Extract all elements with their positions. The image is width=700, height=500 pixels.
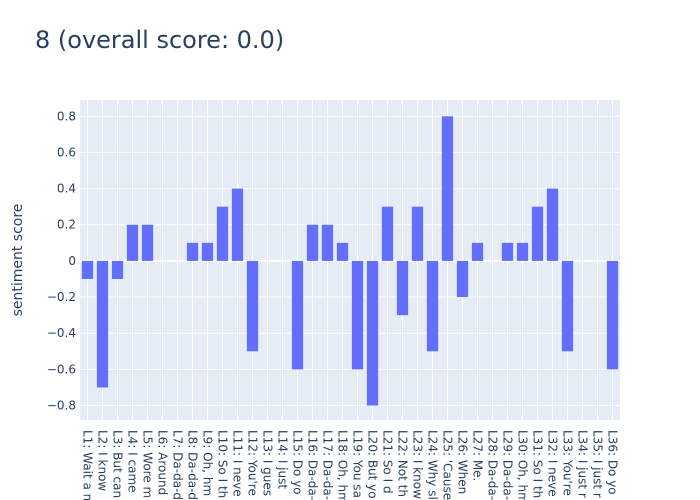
bar <box>606 260 619 370</box>
x-tick-label: L29: Da-da- <box>501 430 515 500</box>
x-tick-label: L9: Oh, hm <box>201 430 215 496</box>
x-tick-label: L11: I neve <box>231 430 245 497</box>
bar <box>441 116 454 261</box>
bar <box>411 206 424 261</box>
bar <box>111 260 124 279</box>
x-tick-label: L24: Why sl <box>426 430 440 500</box>
bar <box>471 242 484 261</box>
bar <box>546 188 559 261</box>
x-tick-label: L13: I gues <box>261 430 275 496</box>
x-tick-label: L10: So I th <box>216 430 230 498</box>
bar <box>501 242 514 261</box>
y-tick-label: −0.2 <box>47 290 76 304</box>
bar <box>291 260 304 370</box>
x-tick-label: L33: You're <box>561 430 575 496</box>
x-tick-label: L6: Around <box>156 430 170 495</box>
bar <box>321 224 334 261</box>
bars <box>81 116 619 406</box>
bar <box>366 260 379 406</box>
x-tick-label: L21: So I d <box>381 430 395 494</box>
y-tick-label: −0.6 <box>47 362 76 376</box>
bar <box>351 260 364 370</box>
bar <box>201 242 214 261</box>
bar <box>396 260 409 316</box>
x-tick-label: L5: Wore m <box>141 430 155 498</box>
bar <box>516 242 529 261</box>
y-tick-label: 0.8 <box>57 109 76 123</box>
x-tick-label: L19: You sa <box>351 430 365 498</box>
bar <box>81 260 94 279</box>
bar <box>96 260 109 388</box>
x-tick-label: L35: I just r <box>591 430 605 498</box>
chart-title: 8 (overall score: 0.0) <box>35 26 285 54</box>
x-tick-label: L16: Da-da- <box>306 430 320 500</box>
x-tick-label: L4: I came <box>126 430 140 493</box>
x-tick-label: L15: Do yo <box>291 430 305 495</box>
bar <box>381 206 394 261</box>
y-tick-label: 0.2 <box>57 218 76 232</box>
y-axis-label: sentiment score <box>10 204 26 317</box>
bar <box>426 260 439 352</box>
x-tick-label: L30: Oh, hm <box>516 430 530 500</box>
x-tick-label: L26: When <box>456 430 470 494</box>
x-tick-label: L23: I know <box>411 430 425 499</box>
x-tick-label: L28: Da-da- <box>486 430 500 500</box>
bar <box>336 242 349 261</box>
bar <box>141 224 154 261</box>
x-tick-label: L34: I just r <box>576 430 590 498</box>
bar <box>186 242 199 261</box>
x-tick-label: L36: Do yo <box>606 430 620 495</box>
y-tick-label: −0.4 <box>47 326 76 340</box>
y-tick-label: 0.6 <box>57 145 76 159</box>
x-tick-label: L25: 'Cause <box>441 430 455 500</box>
x-tick-label: L7: Da-da-d <box>171 430 185 500</box>
x-tick-label: L20: But yo <box>366 430 380 499</box>
gridlines <box>80 100 620 420</box>
y-tick-label: 0.4 <box>57 182 76 196</box>
y-tick-labels: 0.8 0.6 0.4 0.2 0 −0.2 −0.4 −0.6 −0.8 <box>47 109 76 412</box>
x-tick-label: L17: Da-da- <box>321 430 335 500</box>
x-tick-labels: L1: Wait a m L2: I know L3: But can L4: I c… <box>81 430 620 500</box>
bar <box>306 224 319 261</box>
x-tick-label: L32: I neve <box>546 430 560 497</box>
y-tick-label: 0 <box>68 254 76 268</box>
x-tick-label: L1: Wait a m <box>81 430 95 500</box>
y-tick-label: −0.8 <box>47 399 76 413</box>
bar <box>216 206 229 261</box>
x-tick-label: L12: You're <box>246 430 260 496</box>
bar <box>531 206 544 261</box>
bar <box>456 260 469 298</box>
x-tick-label: L14: I just <box>276 430 290 489</box>
x-tick-label: L2: I know <box>96 430 110 491</box>
x-tick-label: L27: Me. <box>471 430 485 481</box>
bar <box>126 224 139 261</box>
x-tick-label: L31: So I th <box>531 430 545 498</box>
bar <box>231 188 244 261</box>
bar <box>561 260 574 352</box>
bar <box>246 260 259 352</box>
x-tick-label: L22: Not th <box>396 430 410 497</box>
x-tick-label: L8: Da-da-d <box>186 430 200 500</box>
x-tick-label: L3: But can <box>111 430 125 498</box>
x-tick-label: L18: Oh, hm <box>336 430 350 500</box>
